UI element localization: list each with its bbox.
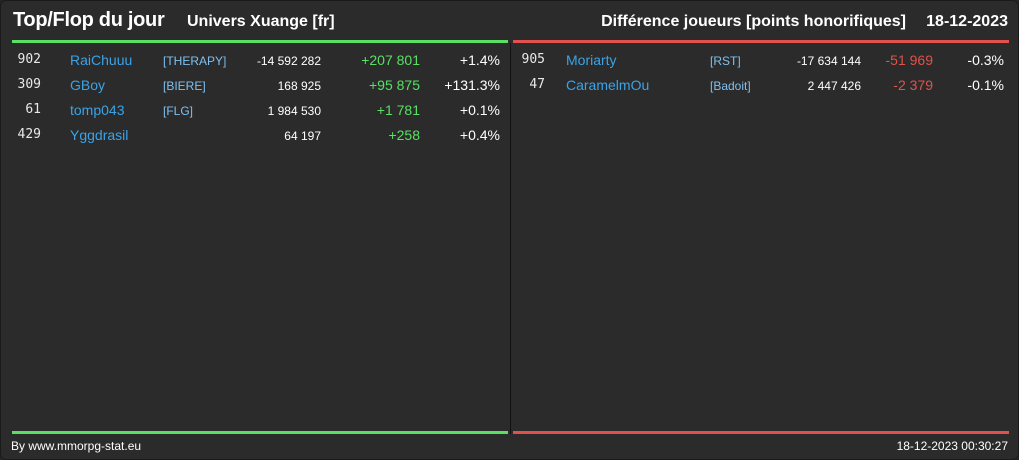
percent-change: +131.3% — [444, 77, 500, 93]
percent-change: -0.3% — [967, 52, 1004, 68]
top-row: 309 GBoy [BIERE] 168 925 +95 875 +131.3% — [1, 77, 510, 97]
player-link[interactable]: CaramelmOu — [566, 77, 650, 93]
points-diff: +95 875 — [369, 77, 420, 93]
rank: 902 — [17, 52, 41, 67]
points-diff: +258 — [388, 127, 420, 143]
total-points: -17 634 144 — [796, 54, 861, 68]
percent-change: +1.4% — [459, 52, 500, 68]
total-points: -14 592 282 — [256, 54, 321, 68]
footer-timestamp: 18-12-2023 00:30:27 — [896, 439, 1008, 453]
points-diff: +1 781 — [376, 102, 420, 118]
points-diff: -51 969 — [885, 52, 933, 68]
player-link[interactable]: tomp043 — [70, 102, 125, 118]
total-points: 2 447 426 — [807, 79, 861, 93]
percent-change: +0.1% — [459, 102, 500, 118]
rank: 429 — [17, 127, 41, 142]
rank: 905 — [521, 52, 545, 67]
points-diff: -2 379 — [893, 77, 933, 93]
metric-label: Différence joueurs [points honorifiques] — [601, 13, 906, 30]
flop-section-bar — [513, 40, 1009, 43]
points-diff: +207 801 — [361, 52, 420, 68]
flop-row: 47 CaramelmOu [Badoit] 2 447 426 -2 379 … — [505, 77, 1014, 97]
column-divider — [510, 43, 511, 434]
top-section-bar-bottom — [12, 431, 508, 434]
rank: 47 — [529, 77, 545, 92]
flop-row: 905 Moriarty [RST] -17 634 144 -51 969 -… — [505, 52, 1014, 72]
page-title: Top/Flop du jour — [13, 9, 165, 31]
header-date: 18-12-2023 — [926, 13, 1008, 30]
top-section-bar — [12, 40, 508, 43]
player-link[interactable]: Yggdrasil — [70, 127, 129, 143]
percent-change: -0.1% — [967, 77, 1004, 93]
alliance-tag[interactable]: [RST] — [710, 54, 741, 68]
top-row: 902 RaiChuuu [THERAPY] -14 592 282 +207 … — [1, 52, 510, 72]
rank: 61 — [25, 102, 41, 117]
alliance-tag[interactable]: [BIERE] — [163, 79, 206, 93]
total-points: 168 925 — [277, 79, 321, 93]
player-link[interactable]: Moriarty — [566, 52, 617, 68]
rank: 309 — [17, 77, 41, 92]
total-points: 64 197 — [284, 129, 321, 143]
alliance-tag[interactable]: [FLG] — [163, 104, 194, 118]
total-points: 1 984 530 — [267, 104, 321, 118]
alliance-tag[interactable]: [THERAPY] — [163, 54, 227, 68]
player-link[interactable]: RaiChuuu — [70, 52, 133, 68]
universe-label: Univers Xuange [fr] — [187, 13, 335, 30]
player-link[interactable]: GBoy — [70, 77, 106, 93]
top-row: 429 Yggdrasil 64 197 +258 +0.4% — [1, 127, 510, 147]
alliance-tag[interactable]: [Badoit] — [710, 79, 751, 93]
flop-section-bar-bottom — [513, 431, 1009, 434]
footer-credit: By www.mmorpg-stat.eu — [11, 439, 142, 453]
percent-change: +0.4% — [459, 127, 500, 143]
top-row: 61 tomp043 [FLG] 1 984 530 +1 781 +0.1% — [1, 102, 510, 122]
